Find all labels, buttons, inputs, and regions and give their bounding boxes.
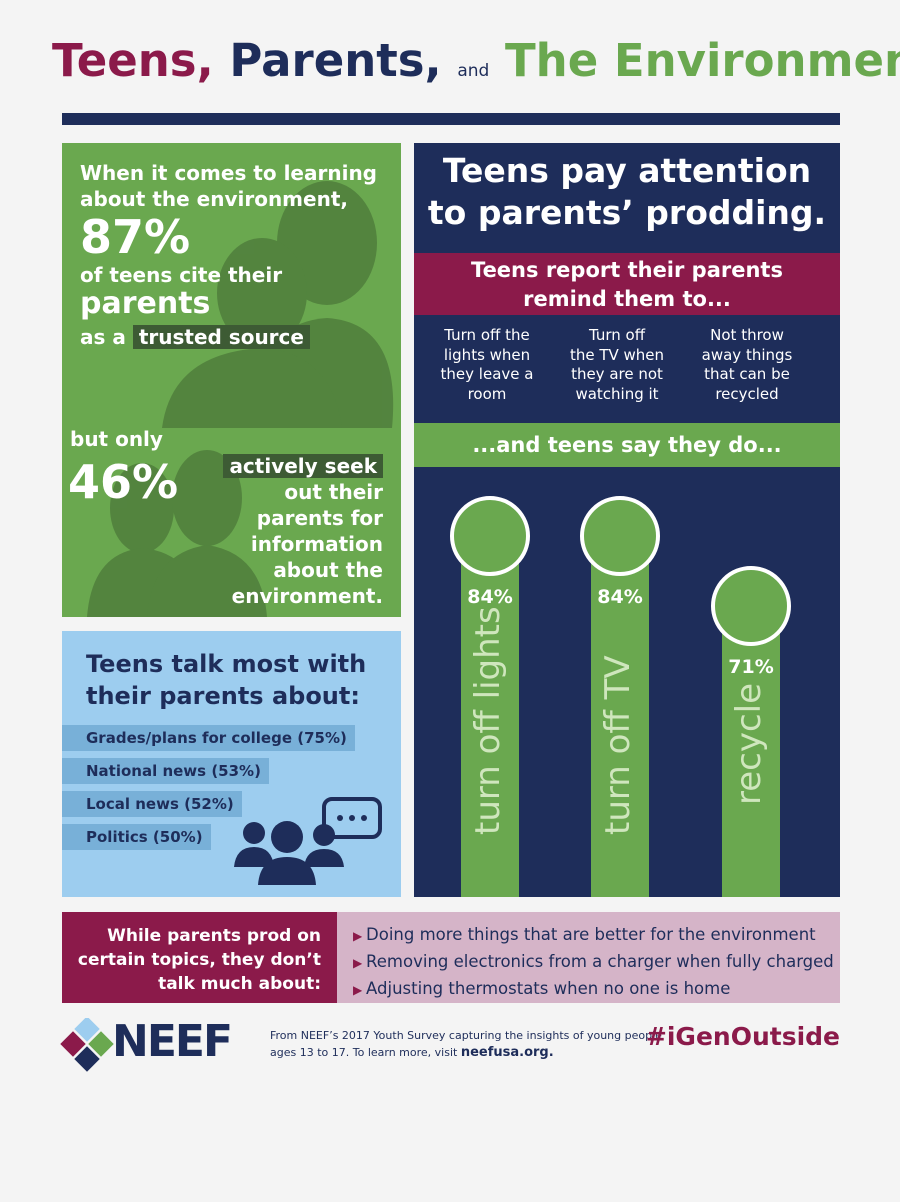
stat: 87% [80, 210, 191, 264]
hashtag[interactable]: #iGenOutside [645, 1022, 840, 1051]
logo-text: NEEF [112, 1016, 233, 1067]
subtitle: Teens report their parents remind them t… [414, 253, 840, 315]
action-percent: 71% [728, 656, 774, 678]
reminder-line: that can be [704, 365, 790, 383]
action-bar [591, 560, 649, 897]
reminder: Turn off the lights when they leave a room [427, 326, 547, 404]
source: From NEEF’s 2017 Youth Survey capturing … [270, 1027, 662, 1061]
action-label: turn off TV [598, 655, 638, 835]
action-icon [711, 566, 791, 646]
action-percent: 84% [597, 586, 643, 608]
line: parents for [256, 506, 383, 530]
blue-title: Teens talk most with their parents about… [86, 648, 366, 712]
action-label: turn off lights [468, 606, 508, 835]
emphasis: parents [80, 286, 211, 321]
list-item: Adjusting thermostats when no one is hom… [366, 979, 731, 998]
reminder: Not throw away things that can be recycled [687, 326, 807, 404]
list-item: Doing more things that are better for th… [366, 925, 816, 944]
topic: Politics (50%) [62, 824, 211, 850]
source-line: ages 13 to 17. To learn more, visit [270, 1046, 458, 1059]
reminder-line: they are not [571, 365, 663, 383]
reminder-line: Turn off [588, 326, 646, 344]
topic: Local news (52%) [62, 791, 242, 817]
intro-line: When it comes to learning [80, 161, 378, 185]
bottom-list: ▶ Doing more things that are better for … [337, 912, 840, 1003]
reminder-line: they leave a [440, 365, 534, 383]
seek-text: actively seek out their parents for info… [223, 453, 383, 609]
title: Teens, Parents, and The Environment [52, 34, 900, 87]
green-panel: When it comes to learning about the envi… [62, 143, 401, 617]
list-item: Removing electronics from a charger when… [366, 952, 834, 971]
title-part: Teens, [52, 34, 214, 87]
lead: but only [70, 427, 163, 451]
rule [62, 113, 840, 125]
reminder-line: Not throw [710, 326, 784, 344]
stat: 46% [68, 455, 179, 509]
highlight: actively seek [223, 454, 383, 478]
action-icon [580, 496, 660, 576]
title-part: The Environment [504, 34, 900, 87]
reminder-line: the TV when [569, 345, 665, 364]
reminder: Turn off the TV when they are not watching … [557, 326, 677, 404]
bottom-lead: While parents prod on certain topics, th… [62, 912, 337, 1003]
subtitle-line: remind them to... [523, 287, 731, 311]
title-line: Teens talk most with [86, 650, 367, 678]
reminder-line: Turn off the [444, 326, 530, 344]
action-bar [722, 630, 780, 897]
line: out their [284, 480, 383, 504]
title-line: to parents’ prodding. [427, 193, 827, 232]
topic: Grades/plans for college (75%) [62, 725, 355, 751]
action-percent: 84% [467, 586, 513, 608]
reminder-line: recycled [715, 384, 779, 403]
logo-mark [60, 1018, 114, 1072]
highlight: trusted source [132, 325, 310, 349]
navy-title: Teens pay attention to parents’ prodding… [414, 150, 840, 234]
action-icon [450, 496, 530, 576]
subtitle-line: Teens report their parents [471, 258, 783, 282]
line: about the [273, 558, 383, 582]
source-line: From NEEF’s 2017 Youth Survey capturing … [270, 1029, 662, 1042]
title-line: Teens pay attention [442, 151, 812, 190]
title-line: their parents about: [86, 682, 360, 710]
band: ...and teens say they do... [414, 423, 840, 467]
line: information [250, 532, 383, 556]
lead-line: While parents prod on [107, 926, 321, 946]
reminder-line: away things [701, 345, 793, 364]
reminder-line: watching it [575, 384, 659, 403]
link[interactable]: neefusa.org. [460, 1045, 554, 1060]
intro-line: about the environment, [80, 187, 348, 211]
reminder-line: lights when [443, 345, 531, 364]
line: environment. [231, 584, 383, 608]
topic: National news (53%) [62, 758, 269, 784]
talk-icon [234, 797, 382, 885]
action-bar [461, 560, 519, 897]
title-part: Parents, [229, 34, 442, 87]
title-part: and [457, 61, 490, 81]
action-label: recycle [729, 682, 769, 805]
lead-line: certain topics, they don’t [77, 950, 321, 970]
lead-line: talk much about: [158, 974, 321, 994]
intro: When it comes to learning about the envi… [80, 160, 377, 350]
line: of teens cite their [80, 263, 283, 287]
line: as a [80, 325, 126, 349]
reminder-line: room [467, 384, 507, 403]
